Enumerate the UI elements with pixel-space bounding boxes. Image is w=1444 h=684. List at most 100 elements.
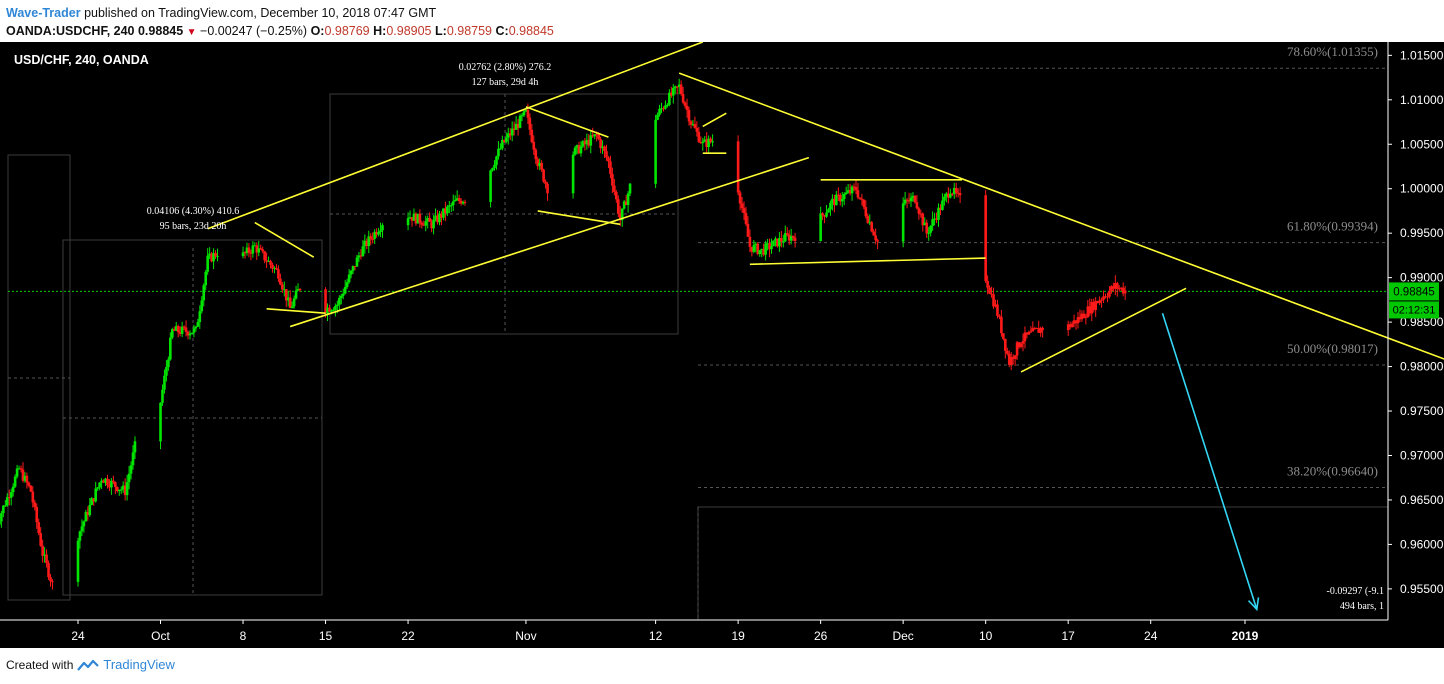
candle-body xyxy=(787,234,791,241)
candle-body xyxy=(7,497,11,499)
trendline-channel-upper[interactable] xyxy=(207,42,704,230)
trendlines[interactable] xyxy=(207,42,1444,373)
candle-body xyxy=(707,138,710,148)
candle-body xyxy=(1121,287,1125,294)
candle-body xyxy=(660,108,663,110)
candle-body xyxy=(31,491,35,503)
candle-body xyxy=(186,331,190,336)
candle-body xyxy=(685,105,689,111)
candle-body xyxy=(491,168,494,171)
trendline-flag1-top[interactable] xyxy=(254,221,315,258)
candle-body xyxy=(620,208,624,221)
candle-body xyxy=(736,141,740,193)
projection-arrow-shaft[interactable] xyxy=(1161,312,1258,610)
candle-body xyxy=(837,194,840,196)
trendline-range-bottom[interactable] xyxy=(749,257,986,266)
candle-body xyxy=(520,115,524,117)
candle-body xyxy=(1110,286,1113,291)
trendline-flag1-bottom[interactable] xyxy=(266,307,326,315)
time-axis[interactable]: 24 Oct 8 15 22 Nov 12 19 26 Dec 10 17 24 2019 xyxy=(0,619,1388,643)
candle-body xyxy=(78,531,82,541)
price-tick-label: 1.01000 xyxy=(1400,93,1444,107)
tradingview-brand[interactable]: TradingView xyxy=(103,657,175,672)
candle-body xyxy=(451,201,455,206)
candle-body xyxy=(277,269,280,279)
candle-body xyxy=(410,217,414,221)
candle-body xyxy=(294,290,298,299)
candle-body xyxy=(2,505,5,514)
candle-body xyxy=(115,487,119,492)
candle-body xyxy=(949,193,952,198)
candle-body xyxy=(499,148,502,150)
candle-body xyxy=(0,513,3,522)
candle-body xyxy=(351,266,355,271)
candle-body xyxy=(33,502,37,507)
candle-body xyxy=(921,213,925,226)
candle-body xyxy=(1023,332,1027,342)
candle-body xyxy=(929,225,932,233)
candle-body xyxy=(1021,341,1025,344)
candle-body xyxy=(994,304,997,307)
candle-body xyxy=(1078,317,1082,320)
candle-body xyxy=(844,192,848,195)
candle-body xyxy=(214,253,217,257)
projection-arrow-head[interactable] xyxy=(1247,597,1260,612)
candle-body xyxy=(247,247,251,253)
candle-body xyxy=(9,492,13,498)
candle-body xyxy=(687,110,691,122)
candle-body xyxy=(84,512,88,522)
candle-body xyxy=(1066,324,1070,331)
candle-body xyxy=(848,190,852,194)
candle-body xyxy=(0,521,1,525)
candle-body xyxy=(506,133,510,138)
candle-body xyxy=(25,475,29,483)
candle-body xyxy=(577,145,581,154)
candle-body xyxy=(909,197,913,202)
candle-body xyxy=(110,480,113,488)
trendline-channel-lower[interactable] xyxy=(289,156,810,328)
created-with-label: Created with xyxy=(6,657,74,672)
candle-body xyxy=(449,205,453,207)
candle-body xyxy=(1002,333,1005,339)
price-tick-label: 0.98500 xyxy=(1400,315,1444,329)
candle-body xyxy=(1019,343,1023,347)
candle-body xyxy=(336,304,339,306)
projection-arrow[interactable] xyxy=(1161,312,1260,612)
trendline-rising-support[interactable] xyxy=(1020,287,1187,373)
candle-body xyxy=(683,102,687,106)
candle-body xyxy=(534,149,538,160)
candle-body xyxy=(540,162,543,170)
candle-body xyxy=(125,482,129,496)
candle-body xyxy=(438,213,441,223)
candle-body xyxy=(1031,328,1035,332)
candle-body xyxy=(339,295,343,299)
candle-body xyxy=(591,135,595,137)
candle-body xyxy=(379,230,382,232)
candle-body xyxy=(1092,301,1096,311)
candle-body xyxy=(343,286,347,294)
candle-body xyxy=(778,238,781,247)
candle-body xyxy=(1035,328,1039,330)
candle-body xyxy=(216,256,219,258)
candle-body xyxy=(412,213,416,221)
candle-body xyxy=(1039,327,1042,333)
trendline-flag2-bottom[interactable] xyxy=(537,210,621,226)
trendline-main-downtrend[interactable] xyxy=(678,72,1444,360)
price-axis[interactable]: 1.01500 1.01000 1.00500 1.00000 0.99500 0.990… xyxy=(1387,42,1444,620)
candle-body xyxy=(108,485,111,488)
candle-body xyxy=(945,193,948,197)
candle-body xyxy=(188,333,192,336)
ohlc-line: OANDA:USDCHF, 240 0.98845 ▼ −0.00247 (−0… xyxy=(6,22,554,42)
candle-body xyxy=(355,257,359,267)
candle-body xyxy=(504,137,508,142)
candle-body xyxy=(756,243,760,255)
price-chart[interactable]: USD/CHF, 240, OANDA 78.60%(1.01355) 61.80… xyxy=(0,42,1444,648)
price-tick-label: 0.98000 xyxy=(1400,360,1444,374)
candle-body xyxy=(267,260,270,262)
candle-body xyxy=(1114,283,1117,289)
trendline-flag3-top[interactable] xyxy=(702,112,727,128)
candle-body xyxy=(823,215,826,217)
trendline-flag2-top[interactable] xyxy=(525,106,609,138)
candle-body xyxy=(681,93,685,103)
author-link[interactable]: Wave-Trader xyxy=(6,6,81,20)
